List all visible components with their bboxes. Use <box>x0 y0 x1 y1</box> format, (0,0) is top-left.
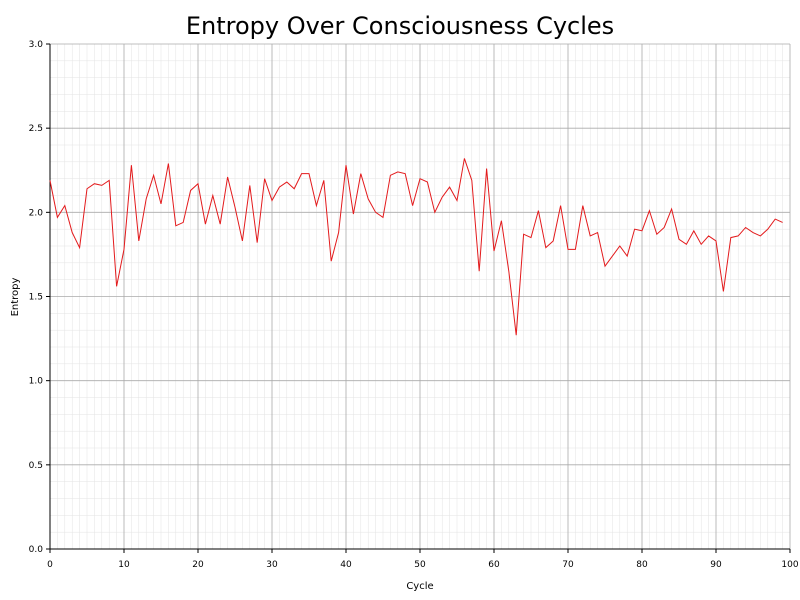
major-grid <box>49 43 791 550</box>
series-group <box>49 158 783 336</box>
x-tick-label: 0 <box>47 560 53 570</box>
y-axis-ticks: 0.0 0.5 1.0 1.5 2.0 2.5 3.0 <box>29 40 50 555</box>
x-tick-label: 20 <box>192 560 204 570</box>
x-axis-label: Cycle <box>406 581 433 592</box>
x-tick-label: 40 <box>340 560 352 570</box>
chart-title: Entropy Over Consciousness Cycles <box>186 12 614 40</box>
x-axis-ticks: 0 10 20 30 40 50 60 70 80 90 100 <box>47 549 799 570</box>
y-tick-label: 2.0 <box>29 208 44 218</box>
x-tick-label: 90 <box>710 560 722 570</box>
x-tick-label: 50 <box>414 560 426 570</box>
x-tick-label: 60 <box>488 560 500 570</box>
y-tick-label: 0.5 <box>29 461 43 471</box>
y-tick-label: 1.0 <box>29 377 44 387</box>
y-axis-label: Entropy <box>10 277 21 316</box>
x-tick-label: 10 <box>118 560 130 570</box>
x-tick-label: 100 <box>781 560 798 570</box>
y-tick-label: 1.5 <box>29 293 43 303</box>
y-tick-label: 0.0 <box>29 545 44 555</box>
x-tick-label: 70 <box>562 560 574 570</box>
x-tick-label: 30 <box>266 560 278 570</box>
y-tick-label: 3.0 <box>29 40 44 50</box>
series-line <box>49 158 783 336</box>
y-tick-label: 2.5 <box>29 124 43 134</box>
x-tick-label: 80 <box>636 560 648 570</box>
